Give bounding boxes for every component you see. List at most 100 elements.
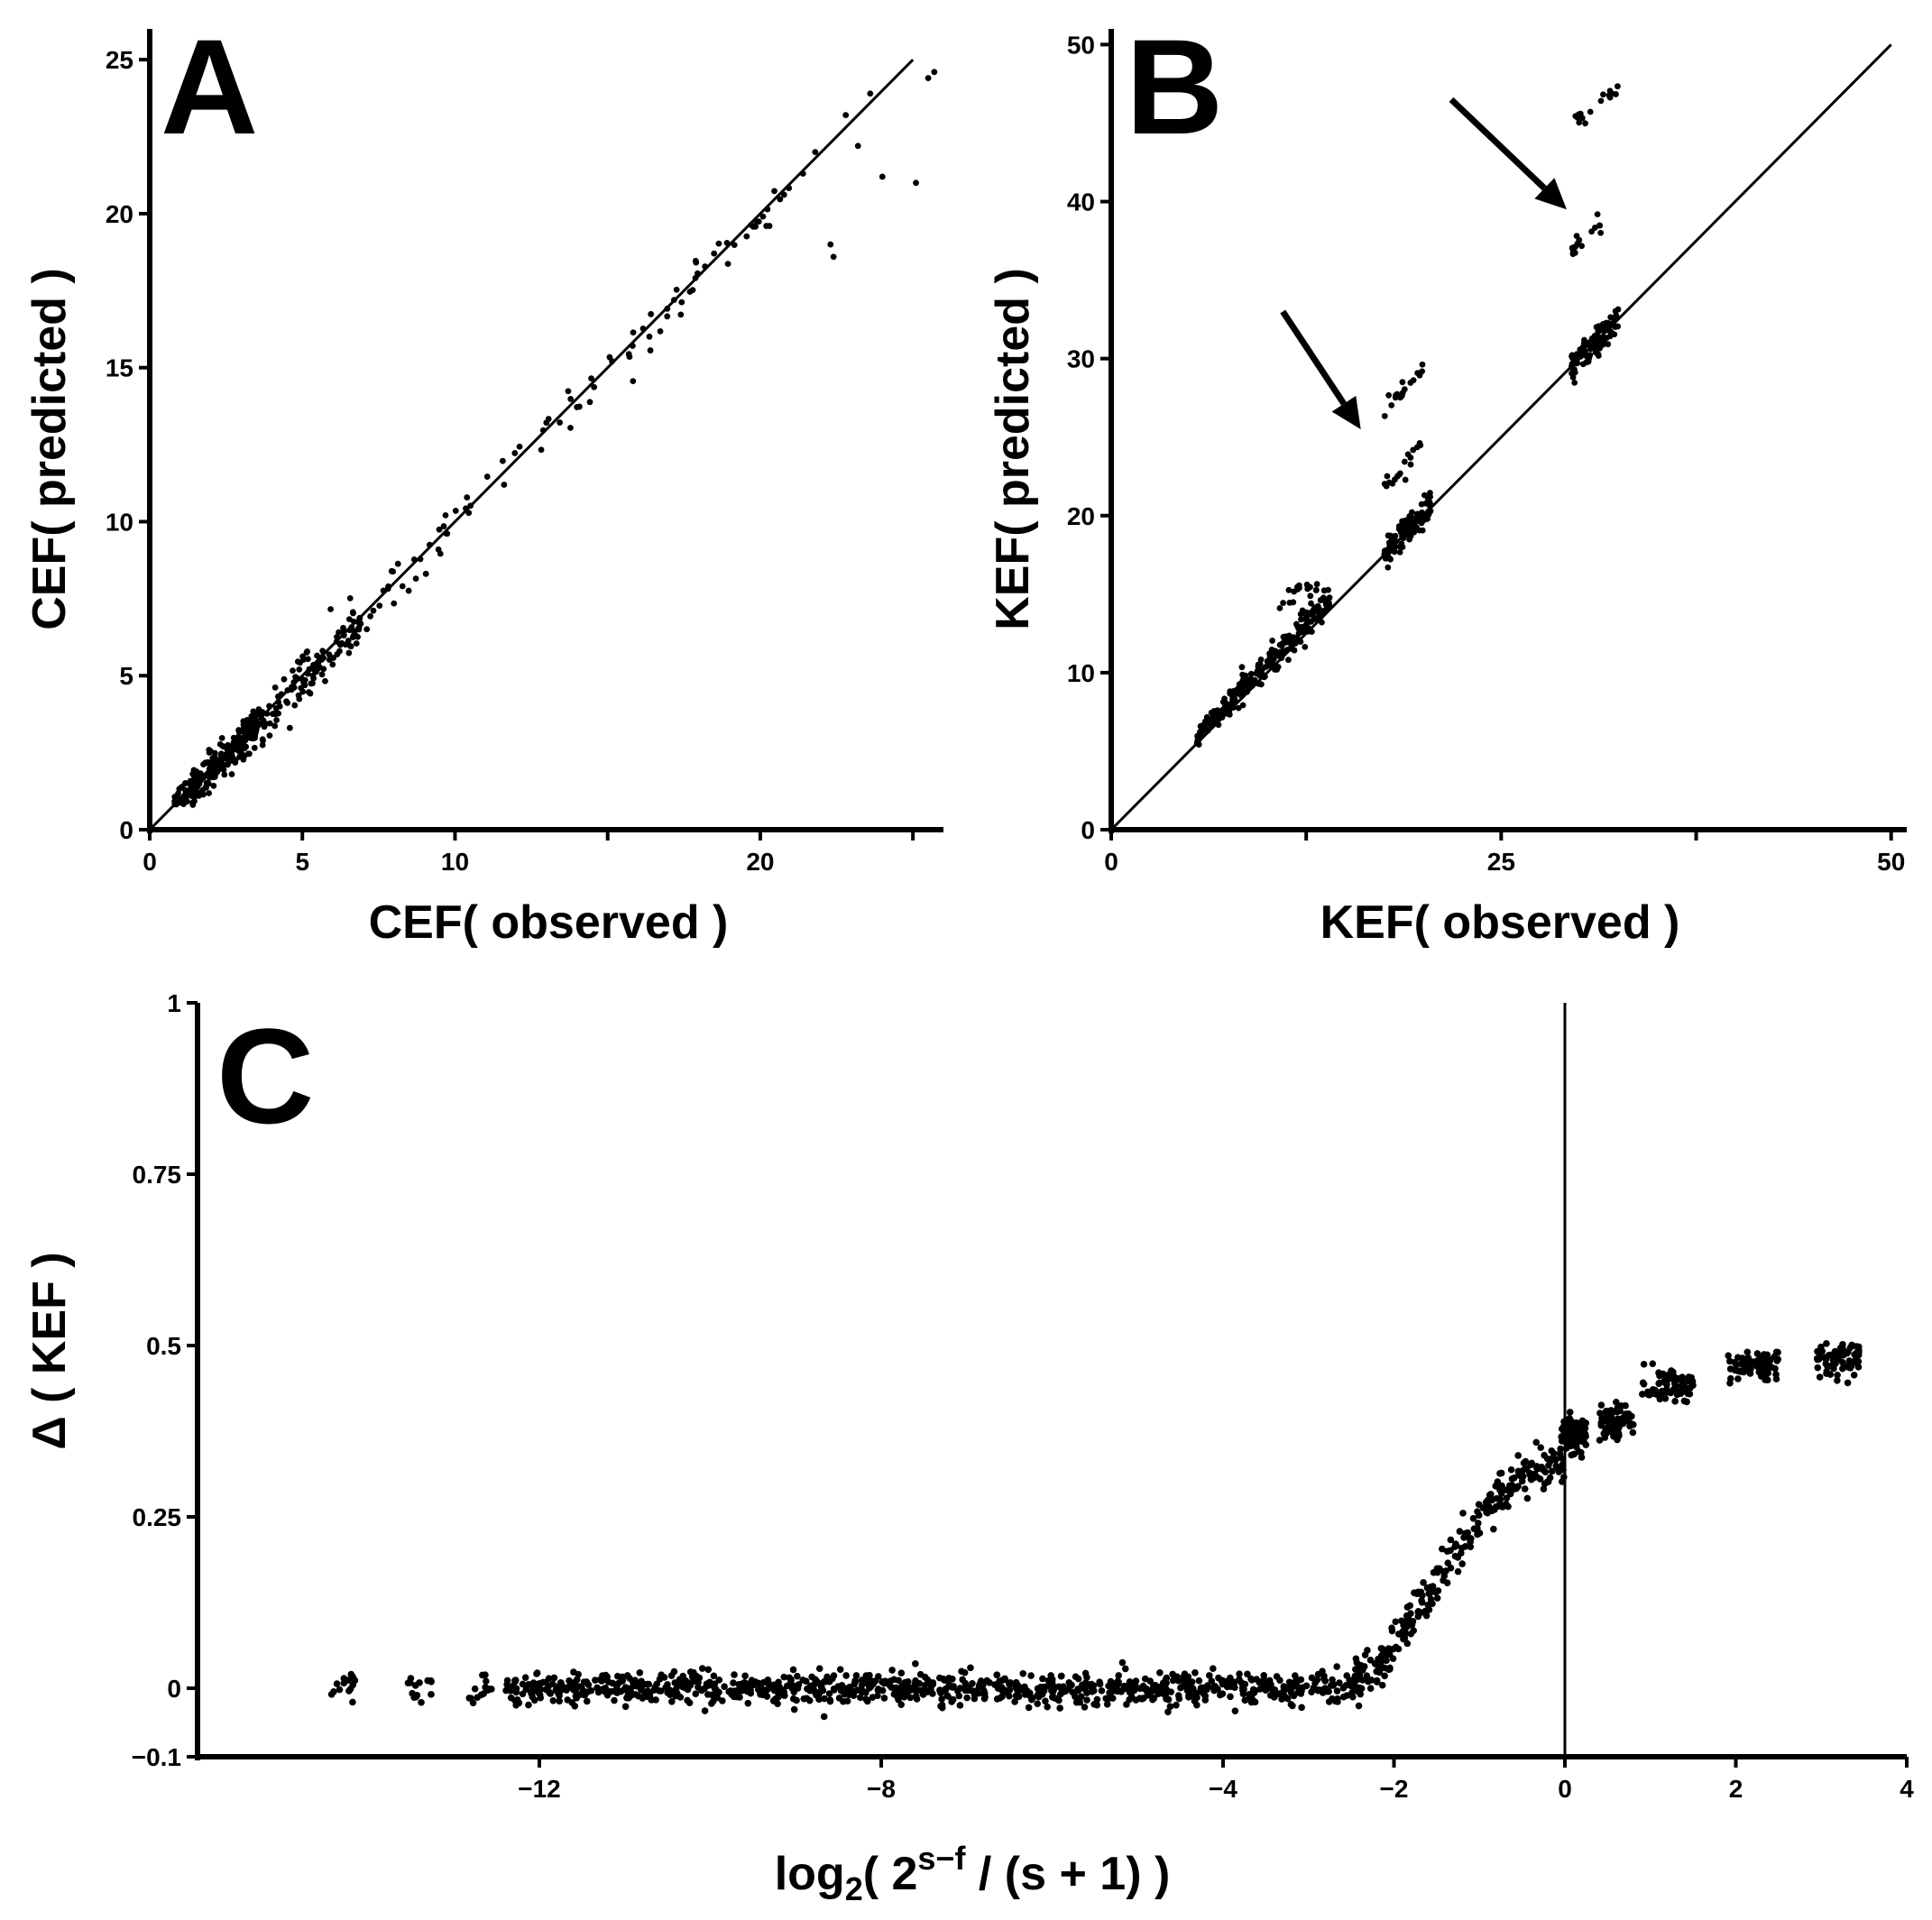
panel-c-point — [525, 1701, 532, 1709]
panel-b-points — [1193, 83, 1622, 749]
panel-c-point — [573, 1676, 581, 1684]
panel-a-point — [176, 785, 183, 793]
panel-c-point — [1520, 1459, 1528, 1467]
panel-c-point — [1076, 1695, 1083, 1703]
panel-c-point — [1818, 1347, 1826, 1355]
panel-a-point — [743, 233, 750, 240]
panel-c-point — [852, 1672, 860, 1679]
panel-c-point — [1540, 1485, 1548, 1493]
panel-a-point — [657, 327, 664, 335]
panel-b-y-tick-label: 50 — [1067, 31, 1095, 59]
panel-c-point — [1236, 1670, 1243, 1677]
panel-c-point — [820, 1713, 828, 1721]
panel-c-point — [1601, 1434, 1609, 1441]
panel-c-point — [1287, 1701, 1295, 1708]
panel-b-point — [1313, 581, 1320, 588]
panel-c-point — [1829, 1356, 1837, 1364]
panel-b-point — [1309, 610, 1316, 617]
panel-b-point — [1595, 351, 1602, 358]
panel-b-point — [1419, 527, 1426, 534]
panel-c-point — [836, 1666, 844, 1673]
panel-c-point — [1065, 1679, 1073, 1686]
panel-b-point — [1605, 341, 1612, 348]
panel-c-y-tick-label: 0.5 — [146, 1332, 181, 1360]
panel-b-point — [1404, 451, 1412, 458]
panel-b-x-title: KEF( observed ) — [1320, 896, 1680, 949]
panel-c-point — [1496, 1486, 1504, 1493]
panel-c-point — [572, 1692, 580, 1700]
panel-c-point — [681, 1680, 688, 1688]
panel-c-point — [668, 1697, 676, 1705]
panel-a-x-tick-label: 0 — [143, 848, 157, 876]
panel-c-point — [1657, 1393, 1665, 1401]
panel-a-point — [304, 648, 311, 655]
panel-c-point — [904, 1678, 912, 1686]
panel-b-point — [1262, 664, 1269, 671]
panel-a-point — [301, 676, 308, 684]
panel-c-point — [1321, 1685, 1329, 1692]
panel-c-point — [830, 1686, 838, 1694]
panel-c-point — [1298, 1704, 1305, 1712]
panel-c-point — [794, 1672, 801, 1680]
panel-c-point — [621, 1684, 630, 1691]
panel-c-point — [843, 1697, 851, 1705]
panel-c-point — [1851, 1357, 1859, 1364]
panel-c-x-tick-label: −8 — [867, 1775, 896, 1803]
panel-c-point — [936, 1686, 943, 1694]
panel-c-point — [1845, 1357, 1854, 1364]
panel-c-point — [1103, 1700, 1111, 1708]
panel-c-point — [1447, 1536, 1455, 1544]
panel-a-point — [250, 708, 257, 715]
panel-a-point — [329, 661, 336, 668]
panel-b-point — [1385, 564, 1392, 571]
panel-a-point — [763, 223, 770, 229]
panel-c-point — [1513, 1484, 1521, 1493]
panel-c-point — [1762, 1376, 1769, 1383]
panel-c-point — [983, 1677, 991, 1685]
panel-a-point — [630, 378, 637, 384]
panel-c-point — [1639, 1379, 1647, 1387]
panel-c-axes: −12 −8 −4 −2 0 2 4 −0.1 0 0.25 0.5 0.75 1 — [132, 989, 1914, 1803]
panel-b-point — [1582, 120, 1588, 127]
panel-c-point — [1433, 1594, 1441, 1602]
panel-c-point — [980, 1681, 987, 1689]
panel-c-point — [1582, 1441, 1590, 1448]
panel-c-point — [550, 1674, 558, 1682]
panel-c-point — [1514, 1467, 1523, 1475]
panel-c-point — [1314, 1686, 1322, 1694]
panel-c-point — [545, 1675, 553, 1682]
panel-c-point — [1156, 1668, 1164, 1677]
panel-b-point — [1416, 439, 1423, 446]
panel-a-point — [322, 677, 328, 684]
panel-b-x-tick-label: 25 — [1487, 848, 1515, 876]
panel-b-point — [1576, 119, 1583, 126]
panel-c-point — [1483, 1504, 1491, 1511]
panel-c-point — [1163, 1674, 1171, 1682]
panel-c-point — [927, 1686, 934, 1694]
panel-b-point — [1596, 222, 1604, 229]
panel-b-point — [1255, 668, 1262, 675]
panel-b-point — [1424, 495, 1431, 501]
panel-c-point — [1352, 1655, 1360, 1663]
panel-c-point — [347, 1670, 355, 1678]
panel-c-point — [484, 1686, 492, 1694]
panel-c-point — [780, 1673, 788, 1681]
panel-c-point — [1131, 1682, 1139, 1689]
panel-c-point — [715, 1677, 723, 1684]
panel-a-point — [567, 396, 575, 402]
panel-a-point — [271, 722, 279, 730]
panel-c-point — [1567, 1442, 1575, 1450]
panel-b-point — [1597, 229, 1605, 236]
panel-c-point — [636, 1668, 644, 1677]
panel-c-point — [599, 1672, 606, 1679]
panel-c-point — [1443, 1548, 1451, 1555]
panel-c-point — [1420, 1579, 1427, 1586]
panel-c-point — [1558, 1433, 1565, 1440]
panel-c-point — [1273, 1673, 1281, 1680]
panel-a-point — [588, 375, 594, 382]
panel-c-point — [1419, 1592, 1426, 1600]
panel-b-y-tick-label: 0 — [1081, 816, 1095, 844]
panel-c-point — [1596, 1437, 1604, 1444]
panel-c-point — [1280, 1685, 1288, 1693]
panel-c-point — [774, 1682, 782, 1689]
